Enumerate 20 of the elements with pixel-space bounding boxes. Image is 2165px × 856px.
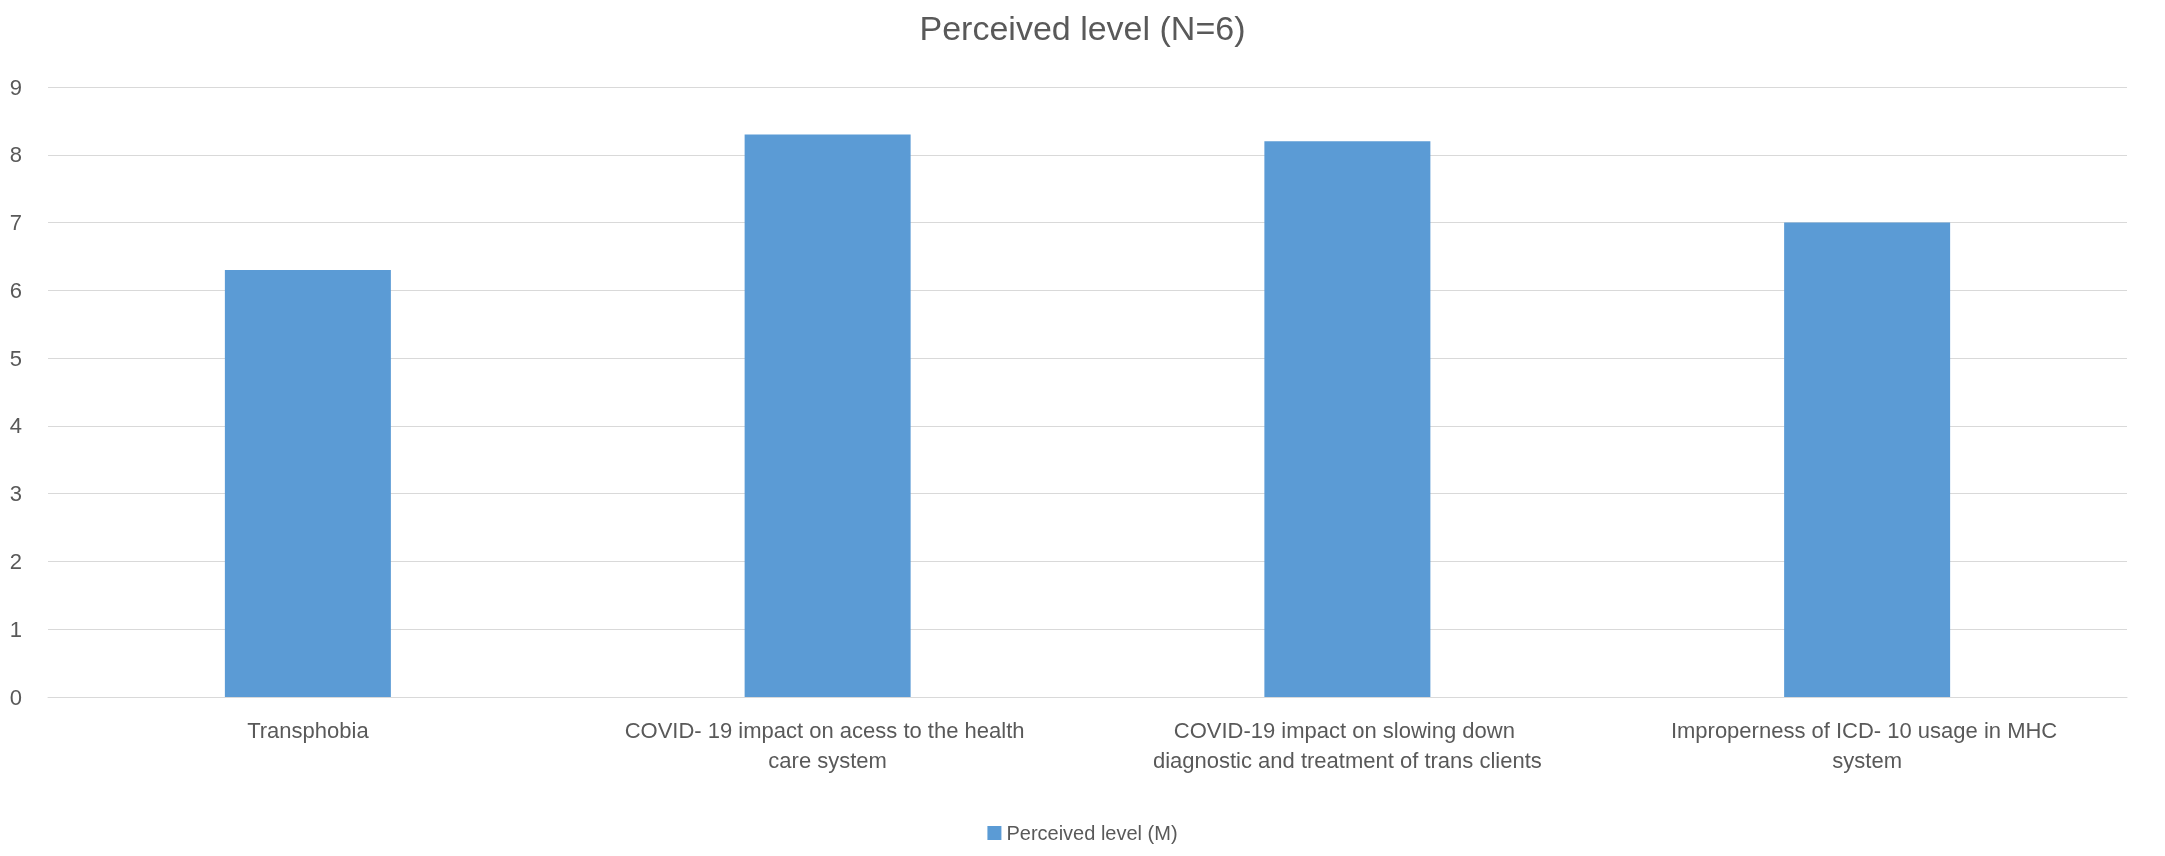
y-tick-label: 8 — [9, 142, 22, 168]
y-tick-label: 2 — [9, 548, 22, 574]
bar — [224, 270, 391, 697]
chart-title: Perceived level (N=6) — [919, 9, 1246, 47]
x-tick-label: Improperness of ICD- 10 usage in MHC system — [1670, 717, 2064, 773]
x-tick-label: COVID- 19 impact on acess to the health care system — [624, 717, 1031, 773]
y-tick-label: 6 — [9, 277, 22, 303]
y-tick-label: 0 — [9, 684, 22, 710]
y-tick-label: 3 — [9, 481, 22, 507]
bar — [1264, 141, 1431, 697]
y-tick-label: 7 — [9, 210, 22, 236]
y-tick-label: 9 — [9, 74, 22, 100]
y-tick-label: 5 — [9, 345, 22, 371]
x-tick-label: COVID-19 impact on slowing down diagnostic and treatment of trans clients — [1152, 717, 1542, 773]
y-tick-label: 1 — [9, 616, 22, 642]
y-tick-label: 4 — [9, 413, 22, 439]
legend-label: Perceived level (M) — [1006, 822, 1178, 844]
bar — [744, 134, 911, 697]
bar — [1784, 222, 1951, 697]
x-tick-label: Transphobia — [247, 717, 370, 743]
